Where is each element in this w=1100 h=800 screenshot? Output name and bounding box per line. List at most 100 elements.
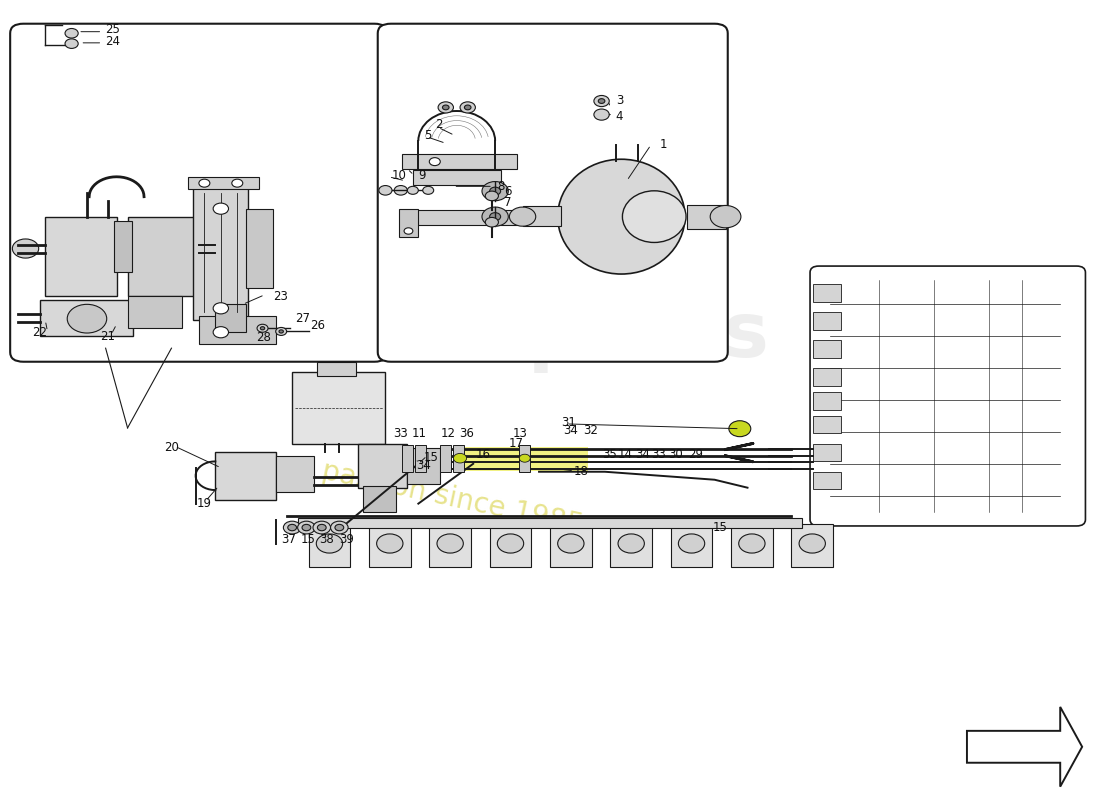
- Circle shape: [331, 521, 348, 534]
- Bar: [453, 446, 464, 472]
- Text: 19: 19: [197, 497, 211, 510]
- Text: 25: 25: [106, 22, 121, 36]
- Bar: [128, 296, 183, 328]
- Text: 36: 36: [459, 427, 474, 440]
- Text: 10: 10: [392, 169, 407, 182]
- Circle shape: [442, 105, 449, 110]
- Text: 38: 38: [320, 533, 334, 546]
- Bar: [429, 523, 471, 567]
- Circle shape: [314, 521, 331, 534]
- Text: 34: 34: [636, 448, 650, 461]
- Circle shape: [12, 239, 39, 258]
- Text: 14: 14: [618, 448, 632, 461]
- Circle shape: [257, 324, 268, 332]
- Text: 31: 31: [561, 416, 575, 429]
- Text: 39: 39: [339, 533, 354, 546]
- Text: 34: 34: [563, 424, 578, 437]
- Bar: [813, 416, 840, 434]
- Text: 6: 6: [504, 185, 512, 198]
- Text: 9: 9: [418, 169, 426, 182]
- Text: 26: 26: [310, 318, 324, 331]
- Text: 12: 12: [440, 427, 455, 440]
- Text: 35: 35: [603, 448, 617, 461]
- Circle shape: [594, 95, 609, 106]
- Bar: [398, 209, 418, 237]
- Circle shape: [378, 186, 392, 195]
- Text: 8: 8: [497, 180, 505, 193]
- Bar: [216, 452, 276, 500]
- Circle shape: [519, 454, 530, 462]
- Text: 2: 2: [434, 118, 442, 131]
- Circle shape: [453, 454, 466, 463]
- Circle shape: [67, 304, 107, 333]
- Bar: [813, 392, 840, 410]
- Circle shape: [485, 218, 498, 227]
- Bar: [688, 205, 726, 229]
- Circle shape: [490, 187, 500, 195]
- Circle shape: [302, 524, 311, 530]
- Bar: [402, 154, 517, 169]
- Circle shape: [497, 534, 524, 553]
- Circle shape: [261, 326, 265, 330]
- Bar: [813, 472, 840, 490]
- Circle shape: [298, 521, 316, 534]
- Bar: [188, 177, 260, 189]
- Bar: [522, 206, 561, 226]
- Bar: [671, 523, 713, 567]
- Circle shape: [739, 534, 766, 553]
- Text: 21: 21: [100, 330, 116, 342]
- Bar: [246, 209, 274, 288]
- Bar: [732, 523, 772, 567]
- Bar: [456, 447, 588, 471]
- Bar: [550, 523, 592, 567]
- Text: 13: 13: [513, 427, 528, 440]
- Circle shape: [460, 102, 475, 113]
- FancyBboxPatch shape: [10, 24, 387, 362]
- Bar: [128, 217, 199, 296]
- Text: 16: 16: [475, 448, 491, 461]
- Circle shape: [284, 521, 301, 534]
- FancyBboxPatch shape: [810, 266, 1086, 526]
- Bar: [813, 285, 840, 302]
- Bar: [407, 448, 440, 484]
- Circle shape: [232, 179, 243, 187]
- Bar: [440, 446, 451, 472]
- Circle shape: [558, 534, 584, 553]
- Circle shape: [213, 203, 229, 214]
- Text: 34: 34: [416, 459, 431, 472]
- Bar: [45, 217, 117, 296]
- Text: 27: 27: [296, 312, 310, 325]
- Bar: [199, 316, 276, 344]
- Polygon shape: [967, 707, 1082, 786]
- Text: 24: 24: [106, 34, 121, 48]
- Circle shape: [422, 186, 433, 194]
- Text: 11: 11: [411, 427, 427, 440]
- Text: 37: 37: [282, 533, 296, 546]
- Bar: [519, 446, 530, 472]
- Bar: [610, 523, 652, 567]
- Circle shape: [65, 39, 78, 49]
- Circle shape: [317, 534, 342, 553]
- Bar: [309, 523, 350, 567]
- Bar: [368, 523, 410, 567]
- Bar: [791, 523, 833, 567]
- Circle shape: [490, 213, 500, 221]
- Text: 4: 4: [616, 110, 624, 122]
- Text: 20: 20: [164, 442, 178, 454]
- Circle shape: [213, 326, 229, 338]
- Circle shape: [482, 182, 508, 201]
- Text: 1: 1: [660, 138, 668, 151]
- Bar: [813, 444, 840, 462]
- Circle shape: [509, 207, 536, 226]
- Bar: [318, 362, 355, 376]
- Bar: [490, 523, 531, 567]
- Text: 5: 5: [424, 129, 431, 142]
- Bar: [40, 300, 133, 336]
- Circle shape: [482, 207, 508, 226]
- Circle shape: [276, 327, 287, 335]
- Bar: [402, 210, 517, 225]
- Bar: [114, 221, 132, 273]
- Bar: [276, 456, 315, 492]
- Bar: [813, 312, 840, 330]
- Circle shape: [407, 186, 418, 194]
